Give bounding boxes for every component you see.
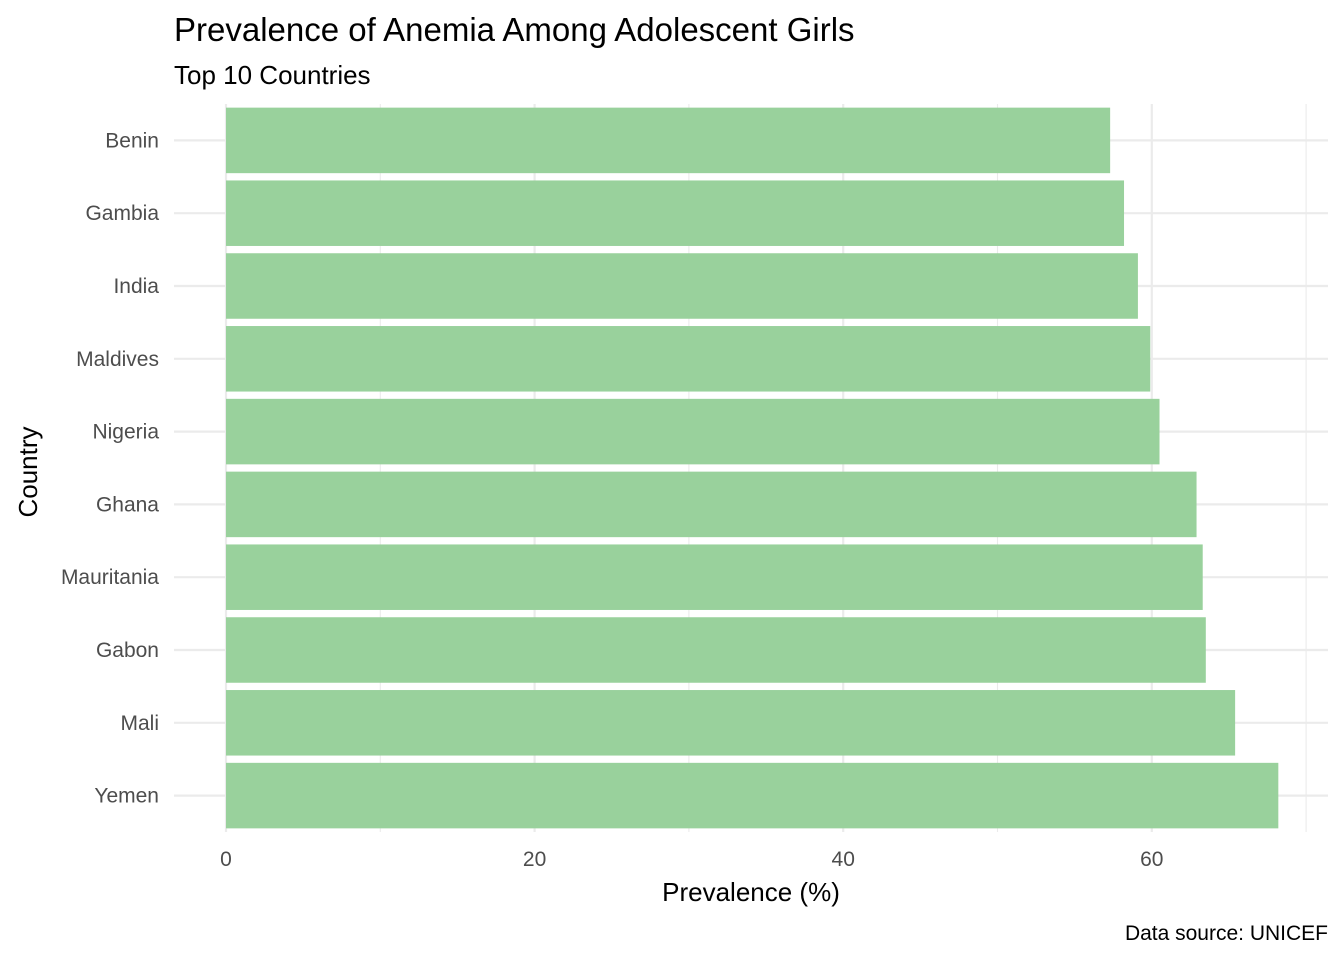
y-tick-label: Nigeria <box>92 421 159 444</box>
x-axis-title: Prevalence (%) <box>662 877 840 907</box>
bar-gambia <box>226 180 1125 246</box>
y-tick-label: Maldives <box>76 348 159 371</box>
x-tick-label: 0 <box>220 848 232 871</box>
bar-benin <box>226 107 1111 174</box>
y-tick-label: Ghana <box>96 493 159 516</box>
y-tick-label: Gabon <box>96 639 159 662</box>
x-tick-label: 60 <box>1140 848 1163 871</box>
y-tick-label: Gambia <box>85 202 159 225</box>
y-axis-title: Country <box>13 426 43 517</box>
x-tick-labels: 0 20 40 60 <box>220 848 1163 871</box>
x-tick-label: 20 <box>523 848 546 871</box>
y-tick-label: Mali <box>120 712 159 735</box>
bar-yemen <box>226 762 1279 829</box>
bar-mali <box>226 690 1236 756</box>
chart-title: Prevalence of Anemia Among Adolescent Gi… <box>174 11 855 48</box>
bar-india <box>226 253 1138 319</box>
y-tick-label: Yemen <box>94 785 159 808</box>
bar-nigeria <box>226 398 1160 465</box>
bar-mauritania <box>226 544 1203 610</box>
x-tick-label: 40 <box>832 848 855 871</box>
bar-ghana <box>226 471 1197 538</box>
caption: Data source: UNICEF <box>1125 922 1328 945</box>
bar-gabon <box>226 617 1206 683</box>
y-tick-label: Mauritania <box>61 566 159 589</box>
chart-subtitle: Top 10 Countries <box>174 60 371 90</box>
bars <box>226 107 1279 829</box>
y-tick-labels: Benin Gambia India Maldives Nigeria Ghana Maur… <box>61 129 159 807</box>
y-tick-label: Benin <box>105 129 159 152</box>
y-tick-label: India <box>113 275 159 298</box>
bar-maldives <box>226 326 1151 392</box>
